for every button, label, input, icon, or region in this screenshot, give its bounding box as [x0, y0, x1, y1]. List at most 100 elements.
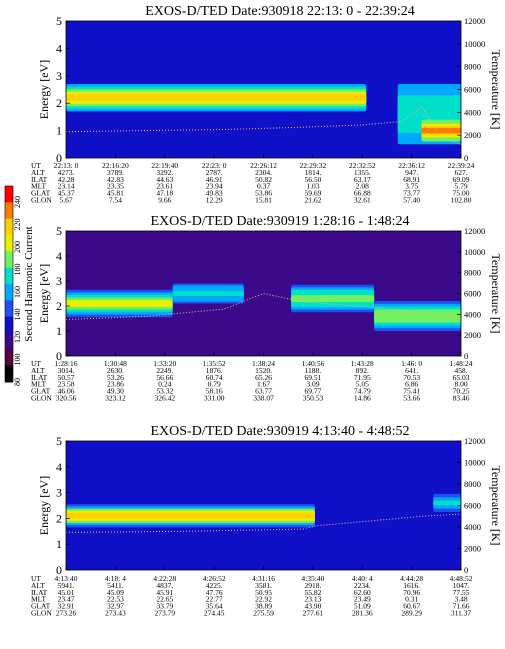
table-cell: 45.81: [107, 189, 124, 198]
table-cell: 4225.: [206, 581, 223, 590]
table-cell: 23.47: [58, 595, 75, 604]
table-cell: 23.61: [156, 182, 173, 191]
heatmap-band-cell: [172, 291, 244, 296]
colorbar-ticks: 240 220 200 180 160 140 120 100 80: [13, 196, 22, 386]
table-cell: 66.88: [354, 189, 371, 198]
table-cell: 23.13: [304, 595, 321, 604]
temperature-trace: [66, 105, 461, 145]
table-cell: 1:40:56: [301, 359, 324, 368]
table-row-label: ILAT: [31, 373, 48, 382]
table-cell: 22:16:20: [102, 161, 129, 170]
table-cell: 4:44:28: [400, 574, 423, 583]
table-cell: 102.80: [451, 196, 472, 205]
table-cell: 22.77: [206, 595, 223, 604]
table-cell: 1:46: 0: [401, 359, 422, 368]
table-cell: 1.67: [257, 380, 270, 389]
table-cell: 77.55: [453, 588, 470, 597]
y-tick-label: 3: [56, 274, 62, 288]
y2-axis-label: Temperature [K]: [489, 49, 503, 129]
y-tick-label: 3: [56, 69, 62, 83]
table-cell: 4:26:52: [203, 574, 226, 583]
table-cell: 3581.: [255, 581, 272, 590]
y-tick-label: 0: [56, 563, 62, 577]
table-cell: 14.86: [354, 394, 371, 403]
table-cell: 289.29: [401, 609, 422, 618]
table-row-label: ILAT: [31, 175, 48, 184]
table-row-label: MLT: [31, 595, 47, 604]
table-cell: 311.37: [451, 609, 472, 618]
colorbar-swatch: [5, 284, 13, 301]
table-cell: 281.36: [352, 609, 373, 618]
table-cell: 4:31:16: [252, 574, 275, 583]
y2-tick-label: 12000: [464, 226, 485, 236]
table-cell: 320.56: [56, 394, 77, 403]
y-axis-label: Energy [eV]: [37, 60, 51, 119]
table-cell: 4:40: 4: [352, 574, 373, 583]
table-cell: 458.: [454, 366, 467, 375]
table-cell: 1:30:48: [104, 359, 127, 368]
table-cell: 12.29: [206, 196, 223, 205]
table-cell: 47.18: [156, 189, 173, 198]
table-cell: 1:33:20: [153, 359, 176, 368]
table-cell: 53.86: [255, 189, 272, 198]
table-cell: 22.53: [107, 595, 124, 604]
y2-tick-label: 0: [464, 565, 468, 575]
table-cell: 23.14: [58, 182, 75, 191]
heatmap-area: [66, 231, 461, 356]
table-cell: 1:38:24: [252, 359, 275, 368]
table-cell: 275.59: [253, 609, 274, 618]
table-cell: 71.95: [354, 373, 371, 382]
y2-tick-label: 6000: [464, 85, 481, 95]
y-tick-label: 1: [56, 537, 62, 551]
table-cell: 45.01: [58, 588, 75, 597]
table-cell: 0.79: [208, 380, 221, 389]
table-cell: 2249.: [156, 366, 173, 375]
colorbar-swatch: [5, 251, 13, 269]
table-cell: 1.03: [306, 182, 319, 191]
y-tick-label: 5: [56, 14, 62, 28]
y-tick-label: 0: [56, 349, 62, 363]
table-cell: 45.37: [58, 189, 75, 198]
table-cell: 51.09: [354, 602, 371, 611]
colorbar: 240 220 200 180 160 140 120 100 80 Second Harmon…: [4, 185, 35, 386]
colorbar-tick-label: 220: [13, 219, 22, 231]
table-cell: 627.: [454, 168, 467, 177]
colorbar-swatch: [5, 316, 13, 334]
table-cell: 71.66: [453, 602, 470, 611]
table-cell: 63.77: [255, 387, 272, 396]
table-cell: 1:35:52: [203, 359, 226, 368]
table-cell: 350.53: [303, 394, 324, 403]
table-row-label: GLON: [31, 196, 52, 205]
table-cell: 45.91: [156, 588, 173, 597]
table-cell: 323.12: [105, 394, 126, 403]
temperature-trace: [66, 513, 461, 533]
table-cell: 23.35: [107, 182, 124, 191]
table-cell: 5.05: [356, 380, 369, 389]
spectrogram-panel-3: EXOS-D/TED Date:930919 4:13:40 - 4:48:52…: [31, 424, 503, 618]
colorbar-tick-label: 80: [13, 378, 22, 386]
y2-tick-label: 2000: [464, 544, 481, 554]
table-cell: 3.75: [405, 182, 418, 191]
colorbar-swatch: [5, 267, 13, 285]
table-cell: 5.79: [454, 182, 467, 191]
table-cell: 32.97: [107, 602, 124, 611]
table-cell: 2.08: [356, 182, 369, 191]
table-cell: 22:26:12: [250, 161, 277, 170]
table-cell: 22:39:24: [448, 161, 475, 170]
table-cell: 63.17: [354, 175, 371, 184]
table-cell: 3292.: [156, 168, 173, 177]
y-tick-label: 3: [56, 486, 62, 500]
table-cell: 641.: [405, 366, 418, 375]
colorbar-tick-label: 200: [13, 241, 22, 253]
table-row-label: MLT: [31, 182, 47, 191]
table-cell: 83.46: [453, 394, 470, 403]
table-cell: 69.09: [453, 175, 470, 184]
colorbar-tick-label: 180: [13, 264, 22, 276]
ephemeris-table: UTALTILATMLTGLATGLON1:28:163014.50.5723.…: [31, 359, 473, 403]
table-cell: 22:36:12: [398, 161, 425, 170]
heatmap-band-cell: [66, 94, 367, 102]
table-row-label: ALT: [31, 366, 45, 375]
table-cell: 23.94: [206, 182, 223, 191]
table-cell: 22:13: 0: [54, 161, 79, 170]
